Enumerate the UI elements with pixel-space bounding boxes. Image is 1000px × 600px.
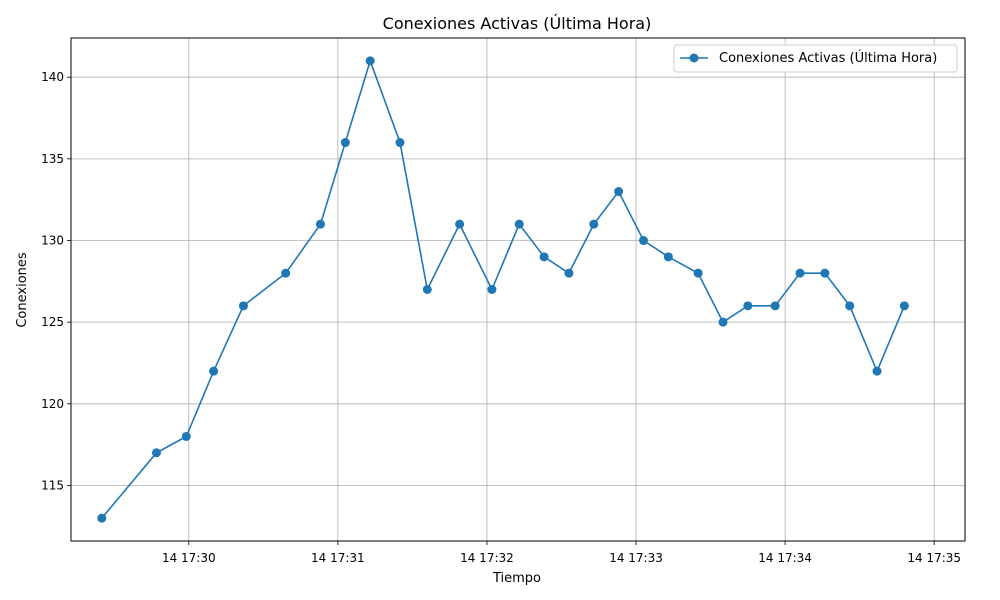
data-point — [872, 366, 882, 376]
data-point — [395, 138, 405, 148]
data-point — [365, 56, 375, 66]
data-point — [315, 219, 325, 229]
x-axis-label: Tiempo — [492, 571, 541, 586]
x-tick-label: 14 17:35 — [907, 551, 961, 565]
x-tick-label: 14 17:31 — [311, 551, 365, 565]
data-point — [743, 301, 753, 311]
legend-label: Conexiones Activas (Última Hora) — [719, 50, 937, 66]
data-point — [340, 138, 350, 148]
data-point — [97, 513, 107, 523]
x-tick-label: 14 17:32 — [460, 551, 514, 565]
legend-box — [673, 44, 958, 73]
x-axis: 14 17:30 14 17:31 14 17:32 14 17:33 14 17:34… — [162, 541, 961, 565]
y-tick-label: 120 — [41, 397, 64, 411]
data-point — [487, 285, 497, 294]
legend: Conexiones Activas (Última Hora) — [673, 44, 958, 73]
plot-area — [70, 37, 966, 542]
data-point — [663, 252, 673, 262]
data-point — [238, 301, 248, 311]
y-axis-label: Conexiones — [15, 252, 30, 328]
x-tick-label: 14 17:34 — [758, 551, 812, 565]
legend-marker — [689, 53, 699, 63]
data-point — [614, 187, 624, 197]
y-tick-label: 115 — [41, 478, 64, 492]
data-point — [209, 366, 219, 376]
y-axis: 115 120 125 130 135 140 — [41, 70, 71, 492]
data-point — [820, 268, 830, 278]
data-point — [693, 268, 703, 278]
data-point — [638, 236, 648, 246]
data-point — [564, 268, 574, 278]
y-tick-label: 135 — [41, 152, 64, 166]
series-line — [101, 58, 906, 519]
data-point — [422, 285, 432, 294]
chart-title: Conexiones Activas (Última Hora) — [383, 14, 652, 33]
data-point — [281, 268, 291, 278]
data-point — [539, 252, 549, 262]
y-tick-label: 130 — [41, 234, 64, 248]
data-point — [151, 448, 161, 458]
data-point — [514, 219, 524, 229]
data-point — [181, 431, 191, 441]
x-tick-label: 14 17:30 — [162, 551, 216, 565]
data-point — [899, 301, 909, 311]
data-point — [589, 219, 599, 229]
grid — [71, 38, 965, 541]
x-tick-label: 14 17:33 — [609, 551, 663, 565]
data-point — [845, 301, 855, 311]
data-point — [718, 317, 728, 327]
data-point — [770, 301, 780, 311]
y-tick-label: 140 — [41, 70, 64, 84]
series — [97, 56, 909, 523]
data-point — [455, 219, 465, 229]
y-tick-label: 125 — [41, 315, 64, 329]
data-point — [795, 268, 805, 278]
